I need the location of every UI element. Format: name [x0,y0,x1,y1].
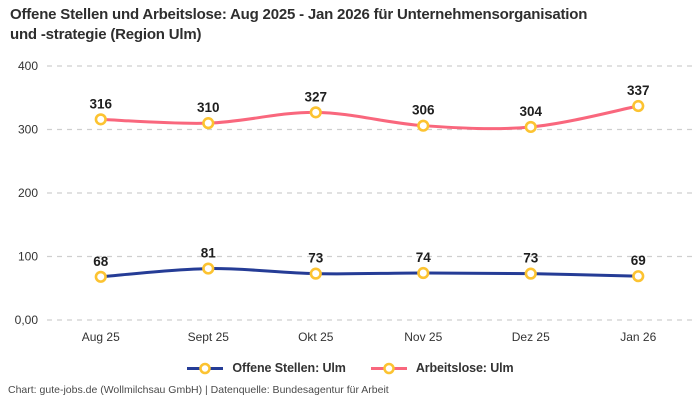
data-point-marker [94,270,107,283]
data-point-marker [309,106,322,119]
data-point-label: 68 [93,254,109,269]
y-tick-label: 200 [18,186,38,200]
legend-series-marker-icon [187,362,224,374]
data-point-marker [309,267,322,280]
chart-source-credit: Chart: gute-jobs.de (Wollmilchsau GmbH) … [8,384,389,396]
x-tick-label: Aug 25 [82,330,120,344]
legend-item-0[interactable]: Offene Stellen: Ulm [186,361,346,375]
data-point-marker [417,119,430,132]
data-point-label: 327 [304,89,327,104]
data-point-marker [524,120,537,134]
y-tick-label: 100 [18,250,38,264]
legend-marker-dot [199,362,212,374]
x-tick-label: Nov 25 [404,330,442,344]
chart-legend: Offene Stellen: Ulm Arbeitslose: Ulm [0,361,700,375]
x-tick-label: Okt 25 [298,330,334,344]
data-point-label: 306 [412,103,435,118]
y-tick-label: 400 [18,59,38,73]
data-point-label: 310 [197,100,220,115]
x-tick-label: Dez 25 [512,330,550,344]
legend-series-marker-icon [370,362,407,374]
series-line-1 [99,104,640,131]
data-point-label: 316 [89,96,112,111]
data-point-label: 81 [201,246,217,261]
legend-item-1[interactable]: Arbeitslose: Ulm [370,361,514,375]
legend-label: Offene Stellen: Ulm [232,361,346,375]
data-point-marker [524,267,537,280]
y-tick-label: 300 [18,123,38,137]
data-point-label: 73 [523,251,539,266]
legend-label: Arbeitslose: Ulm [415,361,514,375]
data-point-label: 69 [631,253,646,268]
chart-title: Offene Stellen und Arbeitslose: Aug 2025… [10,6,588,43]
data-point-marker [417,266,430,280]
data-point-marker [632,270,645,283]
y-tick-label: 0,00 [15,313,39,327]
x-tick-label: Jan 26 [620,330,656,344]
data-point-label: 337 [627,83,650,98]
data-point-label: 74 [416,250,432,265]
x-tick-label: Sept 25 [188,330,230,344]
data-point-marker [632,99,645,113]
data-point-label: 304 [519,104,542,119]
legend-marker-dot [383,362,395,374]
data-point-label: 73 [308,251,324,266]
series-line-0 [99,267,640,279]
data-point-marker [202,262,215,275]
data-point-marker [94,113,107,126]
data-point-marker [202,117,215,130]
